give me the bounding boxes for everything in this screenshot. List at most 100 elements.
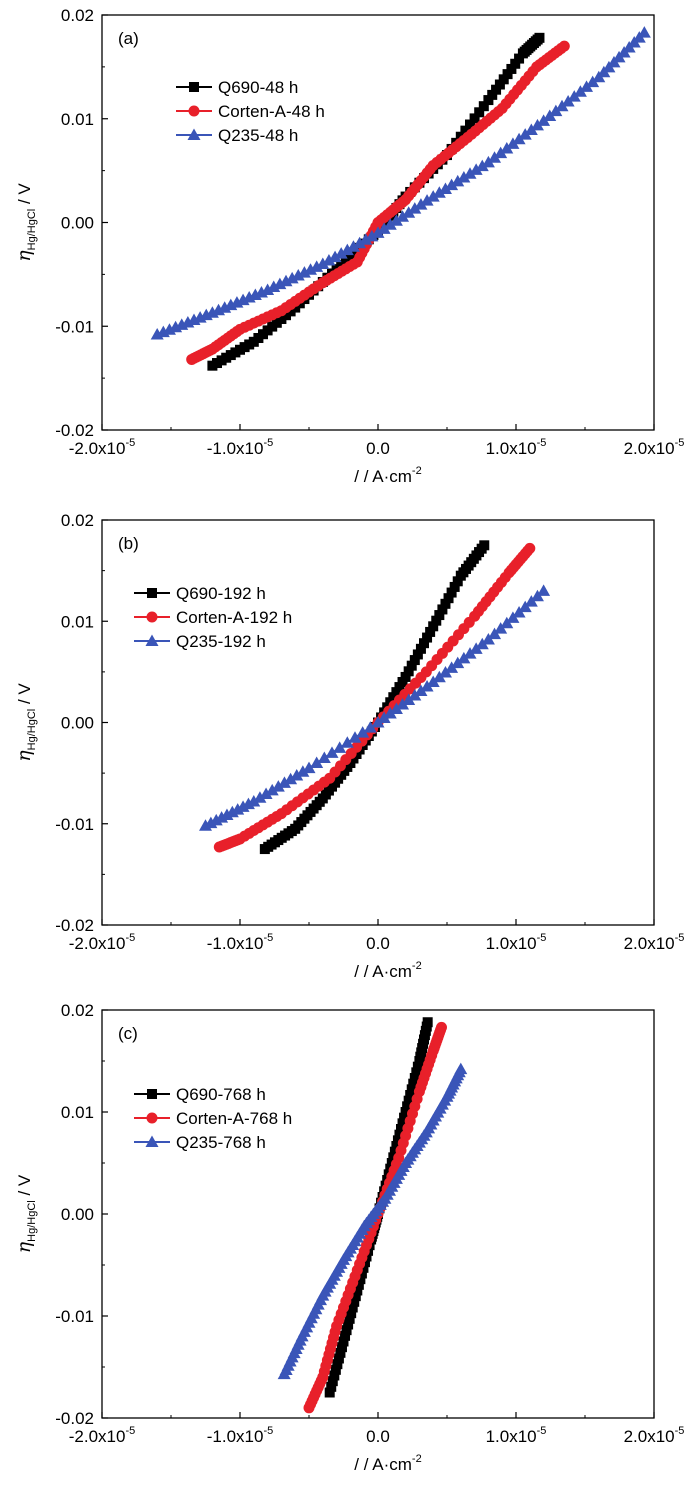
x-tick-label: -2.0x10-5 xyxy=(69,437,135,458)
data-point xyxy=(412,1061,423,1072)
data-point xyxy=(422,1017,433,1028)
y-tick-label: -0.02 xyxy=(55,1409,94,1428)
data-point xyxy=(340,736,354,748)
legend-label: Q235-192 h xyxy=(176,632,266,651)
data-point xyxy=(271,780,285,792)
data-point xyxy=(469,642,483,654)
data-point xyxy=(365,229,379,242)
data-point xyxy=(431,615,442,626)
legend-entry: Q235-48 h xyxy=(176,126,298,145)
data-point xyxy=(469,113,480,124)
data-point xyxy=(512,132,526,145)
data-point xyxy=(438,182,452,194)
data-point xyxy=(419,638,429,649)
data-point xyxy=(463,647,477,659)
y-axis-title: ηHg/HgCl / V xyxy=(13,1174,38,1253)
data-point xyxy=(454,1062,468,1075)
y-axis-title-unit: / V xyxy=(15,683,34,709)
x-tick-exponent: -5 xyxy=(125,437,135,449)
data-point xyxy=(297,266,311,278)
data-point xyxy=(371,716,385,728)
x-tick-mantissa: -1.0x10 xyxy=(207,934,264,953)
y-axis-title-unit: / V xyxy=(15,1174,34,1200)
data-point xyxy=(475,159,489,172)
x-tick-label: -2.0x10-5 xyxy=(69,932,135,953)
data-point xyxy=(475,637,489,650)
y-tick-label: 0.00 xyxy=(61,214,94,233)
data-point xyxy=(359,233,373,245)
data-point xyxy=(265,783,279,796)
data-point xyxy=(573,85,587,97)
legend-marker xyxy=(189,82,199,92)
legend-entry: Q690-768 h xyxy=(134,1085,266,1104)
data-point xyxy=(428,621,439,632)
data-point xyxy=(353,236,367,249)
chart-panel-0: 0.020.010.00-0.01-0.02-2.0x10-5 -1.0x10-5… xyxy=(13,6,684,486)
legend-marker xyxy=(147,1089,157,1099)
data-point xyxy=(457,651,471,664)
x-tick-label: -1.0x10-5 xyxy=(207,1425,273,1446)
data-point xyxy=(402,1101,413,1112)
x-axis-title-exponent: -2 xyxy=(412,1453,422,1465)
x-tick-exponent: -5 xyxy=(263,1425,273,1437)
x-tick-mantissa: -1.0x10 xyxy=(207,439,264,458)
data-point xyxy=(377,711,391,723)
data-point xyxy=(396,698,410,710)
data-point xyxy=(322,254,336,266)
data-point xyxy=(356,1268,367,1279)
x-tick-mantissa: -2.0x10 xyxy=(69,1427,126,1446)
data-point xyxy=(394,1129,405,1140)
data-point xyxy=(334,247,348,259)
x-tick-exponent: -5 xyxy=(537,437,547,449)
data-point xyxy=(481,155,495,168)
data-point xyxy=(349,1296,360,1307)
data-point xyxy=(391,687,402,698)
data-point xyxy=(449,581,460,592)
data-point xyxy=(291,269,305,281)
data-point xyxy=(445,661,459,673)
data-point xyxy=(358,1262,369,1273)
data-point xyxy=(537,584,551,596)
data-point xyxy=(259,787,273,800)
data-point xyxy=(420,680,434,692)
data-point xyxy=(420,194,434,206)
data-point xyxy=(335,1347,346,1358)
legend-entry: Q235-192 h xyxy=(134,632,266,651)
panel-label: (b) xyxy=(118,534,139,553)
x-tick-label: 2.0x10-5 xyxy=(624,932,685,953)
legend-entry: Q235-768 h xyxy=(134,1133,266,1152)
y-tick-label: 0.01 xyxy=(61,110,94,129)
x-tick-mantissa: 1.0x10 xyxy=(486,439,537,458)
data-point xyxy=(445,178,459,191)
data-point xyxy=(558,40,570,52)
data-point xyxy=(279,274,293,287)
x-axis-title-exponent: -2 xyxy=(412,960,422,972)
x-tick-exponent: -5 xyxy=(537,1425,547,1437)
data-point xyxy=(325,746,339,758)
data-point xyxy=(348,731,362,743)
x-axis-title: / / A·cm-2 xyxy=(354,960,421,981)
x-tick-mantissa: -1.0x10 xyxy=(207,1427,264,1446)
x-tick-label: 1.0x10-5 xyxy=(486,1425,547,1446)
data-point xyxy=(432,186,446,198)
data-point xyxy=(405,1090,416,1100)
y-axis-title: ηHg/HgCl / V xyxy=(13,683,38,762)
data-point xyxy=(247,794,261,807)
data-point xyxy=(324,1387,335,1398)
series-Q235 xyxy=(277,1062,468,1380)
y-tick-label: -0.02 xyxy=(55,916,94,935)
data-point xyxy=(518,128,532,140)
data-point xyxy=(488,151,502,163)
data-point xyxy=(534,32,545,43)
x-tick-label: 0.0 xyxy=(366,439,390,458)
data-point xyxy=(487,89,498,100)
legend-marker xyxy=(146,611,158,623)
data-point xyxy=(438,666,452,678)
x-tick-mantissa: 2.0x10 xyxy=(624,1427,675,1446)
x-tick-mantissa: 0.0 xyxy=(366,934,390,953)
x-tick-exponent: -5 xyxy=(675,1425,685,1437)
data-point xyxy=(549,104,563,117)
data-point xyxy=(514,53,525,64)
data-point xyxy=(302,761,316,774)
